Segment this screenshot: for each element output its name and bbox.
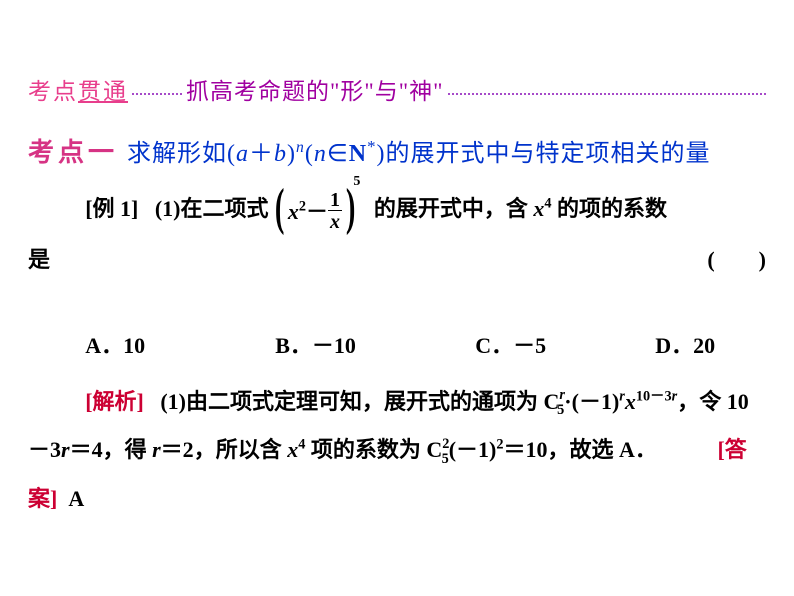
sol-t4: ，所以含 <box>194 437 288 462</box>
top-label-pre: 考点 <box>28 79 78 104</box>
q-line2-pre: 是 <box>28 247 50 272</box>
outer-exp: 5 <box>353 174 360 189</box>
blank-paren: ( ) <box>707 236 766 284</box>
eq-eq: ＝4 <box>70 437 103 462</box>
r-eq: ＝2 <box>161 437 194 462</box>
binom-paren: (x2－1x) <box>269 186 362 236</box>
q-mid: 的展开式中，含 <box>368 196 533 221</box>
one-r: 1) <box>601 389 619 414</box>
dotted-rule-left <box>132 79 182 95</box>
top-heading: 考点贯通 抓高考命题的"形"与"神" <box>28 72 766 106</box>
var-b: b <box>274 141 287 167</box>
rem-eq: ＝10 <box>504 437 548 462</box>
lparen-2: ( <box>305 141 314 167</box>
section-heading: 考点一 求解形如(a＋b)n(n∈N*)的展开式中与特定项相关的量 <box>28 132 766 169</box>
exp10: 10 <box>636 389 650 405</box>
q-exp4: 4 <box>544 196 551 212</box>
rem-e: 2 <box>496 437 503 453</box>
eq-r: r <box>61 437 70 462</box>
question-line-2: 是 ( ) <box>28 236 766 284</box>
options-row: A．10 B．－10 C．－5 D．20 <box>28 322 766 370</box>
rparen-1: ) <box>287 141 296 167</box>
dotted-rule-right <box>448 79 766 95</box>
example-label: [例 1] <box>85 196 138 221</box>
solution-label: [解析] <box>85 389 144 414</box>
frac-num: 1 <box>328 190 342 210</box>
solution-block: [解析] (1)由二项式定理可知，展开式的通项为 Cr5·(－1)rx10－3r… <box>28 378 766 523</box>
option-b: B．－10 <box>275 322 475 370</box>
sol-t2: ，令 <box>677 389 727 414</box>
comb-2: C25 <box>426 437 448 462</box>
question-line-1: [例 1] (1)在二项式(x2－1x)5 的展开式中，含 x4 的项的系数 <box>28 185 766 236</box>
rem-one: 1) <box>478 437 496 462</box>
inner-x: x <box>288 199 299 224</box>
option-c: C．－5 <box>475 322 655 370</box>
plus-sign: ＋ <box>249 141 274 167</box>
top-title: 抓高考命题的"形"与"神" <box>186 72 444 106</box>
exp-m3: －3 <box>650 389 671 405</box>
rem1: (－ <box>449 437 478 462</box>
exp-n: n <box>296 139 305 156</box>
question-block: [例 1] (1)在二项式(x2－1x)5 的展开式中，含 x4 的项的系数 是… <box>28 185 766 284</box>
sol-part: (1) <box>160 389 186 414</box>
x4-x: x <box>287 437 298 462</box>
slide: 考点贯通 抓高考命题的"形"与"神" 考点一 求解形如(a＋b)n(n∈N*)的… <box>0 0 794 596</box>
option-a: A．10 <box>85 322 275 370</box>
section-suffix: 的展开式中与特定项相关的量 <box>385 141 710 167</box>
answer-value: A <box>68 486 84 511</box>
sol-t3: ，得 <box>103 437 153 462</box>
sol-t5: 项的系数为 <box>305 437 426 462</box>
sol-t1: 由二项式定理可知，展开式的通项为 <box>186 389 544 414</box>
element-of: ∈ <box>327 141 349 167</box>
section-prefix: 求解形如( <box>127 141 236 167</box>
comb-1: Cr5 <box>544 389 565 414</box>
option-d: D．20 <box>655 322 715 370</box>
section-number: 考点一 <box>28 138 118 167</box>
set-N: N <box>349 141 367 167</box>
q-post: 的项的系数 <box>552 196 668 221</box>
sol-t6: ，故选 A． <box>548 437 657 462</box>
fraction: 1x <box>328 190 342 233</box>
neg1-l: (－ <box>572 389 601 414</box>
q-pre: 在二项式 <box>181 196 269 221</box>
top-label: 考点贯通 <box>28 72 128 106</box>
var-n: n <box>314 141 327 167</box>
q-x: x <box>533 196 544 221</box>
inner-exp2: 2 <box>299 198 306 214</box>
part-label: (1) <box>155 196 181 221</box>
var-a: a <box>236 141 249 167</box>
inner-minus: － <box>306 199 328 224</box>
frac-den: x <box>328 210 342 233</box>
sol-x: x <box>625 389 636 414</box>
top-label-underlined: 贯通 <box>78 79 128 104</box>
cdot: · <box>564 389 571 414</box>
